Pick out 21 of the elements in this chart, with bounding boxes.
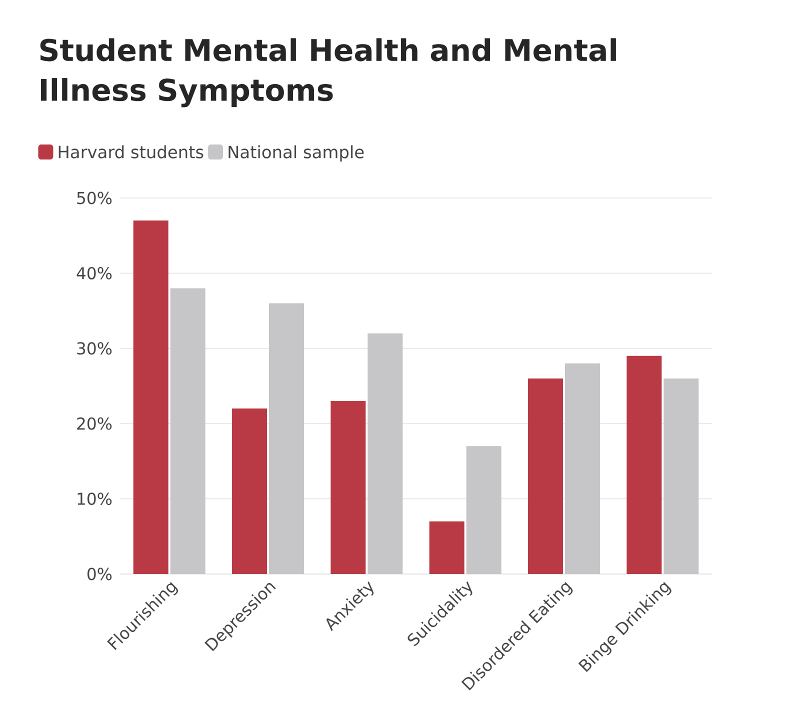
y-tick-label: 0% [87, 568, 112, 580]
bar [466, 446, 502, 574]
bar [232, 408, 268, 574]
bar [565, 363, 600, 574]
y-tick-label: 40% [76, 266, 112, 280]
bar [528, 378, 564, 574]
y-tick-label: 10% [78, 492, 112, 506]
chart-title: Student Mental Health and Mental Illness Symptoms [40, 38, 616, 108]
bar [626, 356, 662, 574]
bar [170, 288, 206, 574]
legend-label: National sample [228, 145, 364, 162]
bar [330, 401, 366, 574]
bar [269, 303, 304, 574]
bar [368, 333, 403, 574]
bar [429, 521, 464, 574]
bar [133, 220, 168, 574]
legend-label: Harvard students [58, 145, 204, 158]
y-tick-label: 20% [77, 417, 112, 430]
y-tick-label: 50% [77, 192, 112, 204]
y-tick-label: 30% [77, 342, 112, 355]
bar [664, 378, 699, 574]
